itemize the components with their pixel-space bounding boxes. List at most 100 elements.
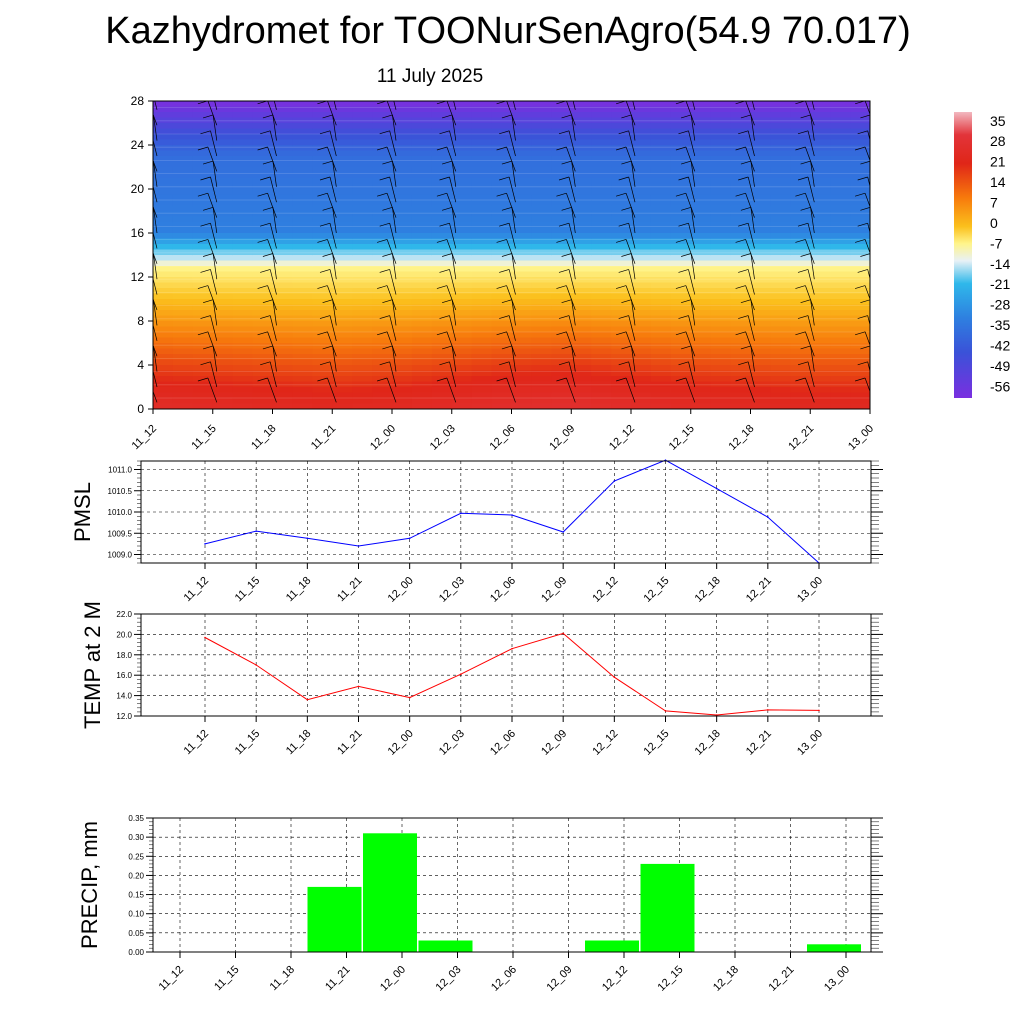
heatmap-cell	[352, 172, 373, 179]
heatmap-cell	[431, 200, 453, 207]
heatmap-cell	[212, 277, 234, 284]
heatmap-cell	[631, 156, 652, 163]
heatmap-cell	[511, 150, 533, 157]
heatmap-cell	[810, 266, 831, 273]
heatmap-cell	[352, 282, 373, 289]
wind-barb	[153, 251, 158, 264]
heatmap-cell	[591, 172, 612, 179]
data-point	[613, 676, 616, 678]
heatmap-cell	[730, 315, 752, 322]
heatmap-cell	[392, 260, 413, 267]
heatmap-cell	[551, 255, 572, 262]
heatmap-cell	[372, 128, 393, 135]
heatmap-cell	[810, 238, 831, 245]
heatmap-cell	[392, 189, 413, 196]
heatmap-cell	[710, 233, 732, 240]
heatmap-cell	[551, 348, 572, 355]
heatmap-cell	[571, 282, 592, 289]
heatmap-cell	[591, 106, 612, 113]
heatmap-cell	[830, 337, 851, 344]
heatmap-cell	[372, 123, 393, 130]
x-tick-label: 12_06	[489, 964, 519, 994]
wind-barb	[153, 114, 158, 141]
heatmap-cell	[830, 189, 851, 196]
wind-barb	[508, 315, 516, 341]
wind-barb-flag	[262, 160, 274, 165]
heatmap-cell	[511, 233, 533, 240]
heatmap-cell	[392, 216, 413, 223]
y-tick-label: 0.05	[128, 929, 144, 938]
wind-barb	[867, 223, 870, 234]
heatmap-cell	[471, 321, 493, 328]
heatmap-cell	[850, 200, 870, 207]
heatmap-cell	[153, 172, 174, 179]
heatmap-cell	[272, 376, 294, 383]
wind-barb	[631, 253, 636, 280]
heatmap-cell	[670, 112, 692, 119]
heatmap-cell	[252, 145, 274, 152]
heatmap-cell	[252, 233, 274, 240]
heatmap-cell	[431, 365, 453, 372]
heatmap-cell	[631, 398, 652, 405]
heatmap-cell	[372, 227, 393, 234]
heatmap-cell	[591, 244, 612, 251]
heatmap-cell	[153, 238, 174, 245]
heatmap-cell	[830, 194, 851, 201]
data-point	[460, 673, 462, 675]
wind-barb-flag	[197, 192, 209, 197]
heatmap-cell	[810, 332, 831, 339]
wind-barb	[810, 161, 815, 187]
wind-barb	[506, 239, 516, 264]
wind-barb	[625, 193, 636, 218]
heatmap-cell	[710, 150, 732, 157]
heatmap-cell	[790, 200, 811, 207]
heatmap-cell	[650, 189, 672, 196]
heatmap-cell	[212, 332, 234, 339]
heatmap-cell	[631, 172, 652, 179]
heatmap-cell	[551, 310, 572, 317]
heatmap-cell	[830, 238, 851, 245]
wind-barb	[625, 239, 636, 264]
heatmap-cell	[372, 398, 393, 405]
heatmap-cell	[770, 354, 791, 361]
heatmap-cell	[710, 282, 732, 289]
wind-barb-flag	[153, 160, 154, 162]
wind-barb	[451, 253, 457, 280]
heatmap-cell	[212, 112, 234, 119]
heatmap-cell	[850, 282, 870, 289]
wind-barb-flag	[260, 361, 271, 366]
heatmap-cell	[172, 387, 194, 394]
heatmap-cell	[332, 134, 353, 141]
heatmap-cell	[850, 387, 870, 394]
wind-barb	[153, 390, 158, 403]
heatmap-cell	[551, 321, 572, 328]
heatmap-cell	[491, 106, 513, 113]
wind-barb-flag	[379, 269, 390, 273]
wind-barb-flag	[319, 130, 331, 135]
heatmap-cell	[710, 266, 732, 273]
heatmap-cell	[810, 150, 831, 157]
heatmap-cell	[153, 227, 174, 234]
heatmap-cell	[192, 321, 214, 328]
heatmap-cell	[670, 238, 692, 245]
heatmap-cell	[232, 315, 254, 322]
heatmap-cell	[352, 161, 373, 168]
heatmap-cell	[750, 370, 772, 377]
heatmap-cell	[650, 150, 672, 157]
heatmap-cell	[710, 183, 732, 190]
heatmap-cell	[670, 293, 692, 300]
heatmap-cell	[471, 337, 493, 344]
wind-barb	[327, 101, 337, 126]
wind-barb-flag	[675, 285, 687, 289]
wind-barb-flag	[499, 361, 510, 366]
heatmap-cell	[392, 359, 413, 366]
heatmap-cell	[670, 310, 692, 317]
heatmap-cell	[690, 249, 712, 256]
wind-barb	[690, 299, 696, 326]
wind-barb	[747, 176, 755, 203]
heatmap-cell	[232, 194, 254, 201]
heatmap-cell	[790, 343, 811, 350]
heatmap-cell	[252, 227, 274, 234]
heatmap-cell	[810, 348, 831, 355]
heatmap-cell	[650, 200, 672, 207]
